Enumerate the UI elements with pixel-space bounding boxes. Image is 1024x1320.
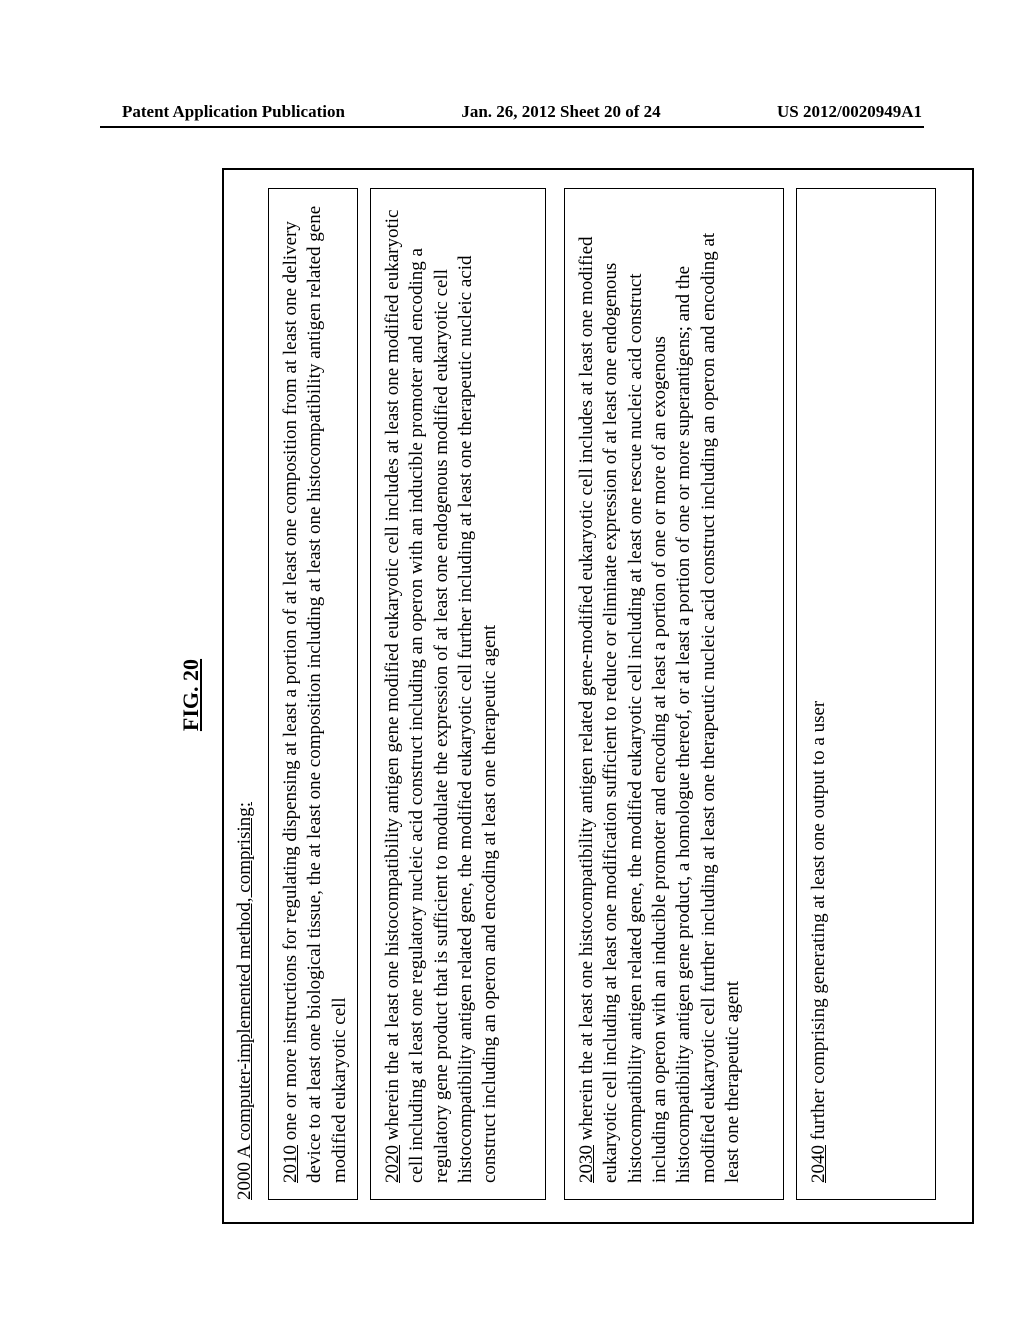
step-2010-text: 2010 one or more instructions for regula… bbox=[279, 205, 352, 1183]
patent-page: Patent Application Publication Jan. 26, … bbox=[0, 0, 1024, 1320]
step-2020-body: wherein the at least one histocompatibil… bbox=[382, 210, 500, 1183]
header-left: Patent Application Publication bbox=[122, 102, 345, 122]
page-header: Patent Application Publication Jan. 26, … bbox=[122, 102, 922, 122]
step-2040-body: further comprising generating at least o… bbox=[808, 701, 829, 1145]
figure-title: FIG. 20 bbox=[178, 659, 204, 731]
step-2030-num: 2030 bbox=[576, 1145, 597, 1183]
method-heading: 2000 A computer-implemented method, comp… bbox=[234, 802, 256, 1200]
step-2030-body: wherein the at least one histocompatibil… bbox=[576, 233, 743, 1183]
step-2030-text: 2030 wherein the at least one histocompa… bbox=[575, 205, 745, 1183]
step-2010-num: 2010 bbox=[280, 1145, 301, 1183]
step-2040-num: 2040 bbox=[808, 1145, 829, 1183]
figure-area: FIG. 20 2000 A computer-implemented meth… bbox=[178, 160, 983, 1230]
step-2010-box: 2010 one or more instructions for regula… bbox=[268, 188, 358, 1200]
method-text: A computer-implemented method, comprisin… bbox=[234, 802, 255, 1162]
step-2040-box: 2040 further comprising generating at le… bbox=[796, 188, 936, 1200]
header-right: US 2012/0020949A1 bbox=[777, 102, 922, 122]
rotated-figure: FIG. 20 2000 A computer-implemented meth… bbox=[178, 160, 983, 1230]
step-2020-num: 2020 bbox=[382, 1145, 403, 1183]
flowchart-outer-box: 2000 A computer-implemented method, comp… bbox=[222, 168, 974, 1224]
step-2020-box: 2020 wherein the at least one histocompa… bbox=[370, 188, 546, 1200]
step-2030-box: 2030 wherein the at least one histocompa… bbox=[564, 188, 784, 1200]
header-divider bbox=[100, 126, 924, 128]
header-center: Jan. 26, 2012 Sheet 20 of 24 bbox=[461, 102, 660, 122]
step-2010-body: one or more instructions for regulating … bbox=[280, 206, 350, 1183]
method-number: 2000 bbox=[234, 1162, 255, 1200]
step-2040-text: 2040 further comprising generating at le… bbox=[807, 205, 831, 1183]
step-2020-text: 2020 wherein the at least one histocompa… bbox=[381, 205, 503, 1183]
